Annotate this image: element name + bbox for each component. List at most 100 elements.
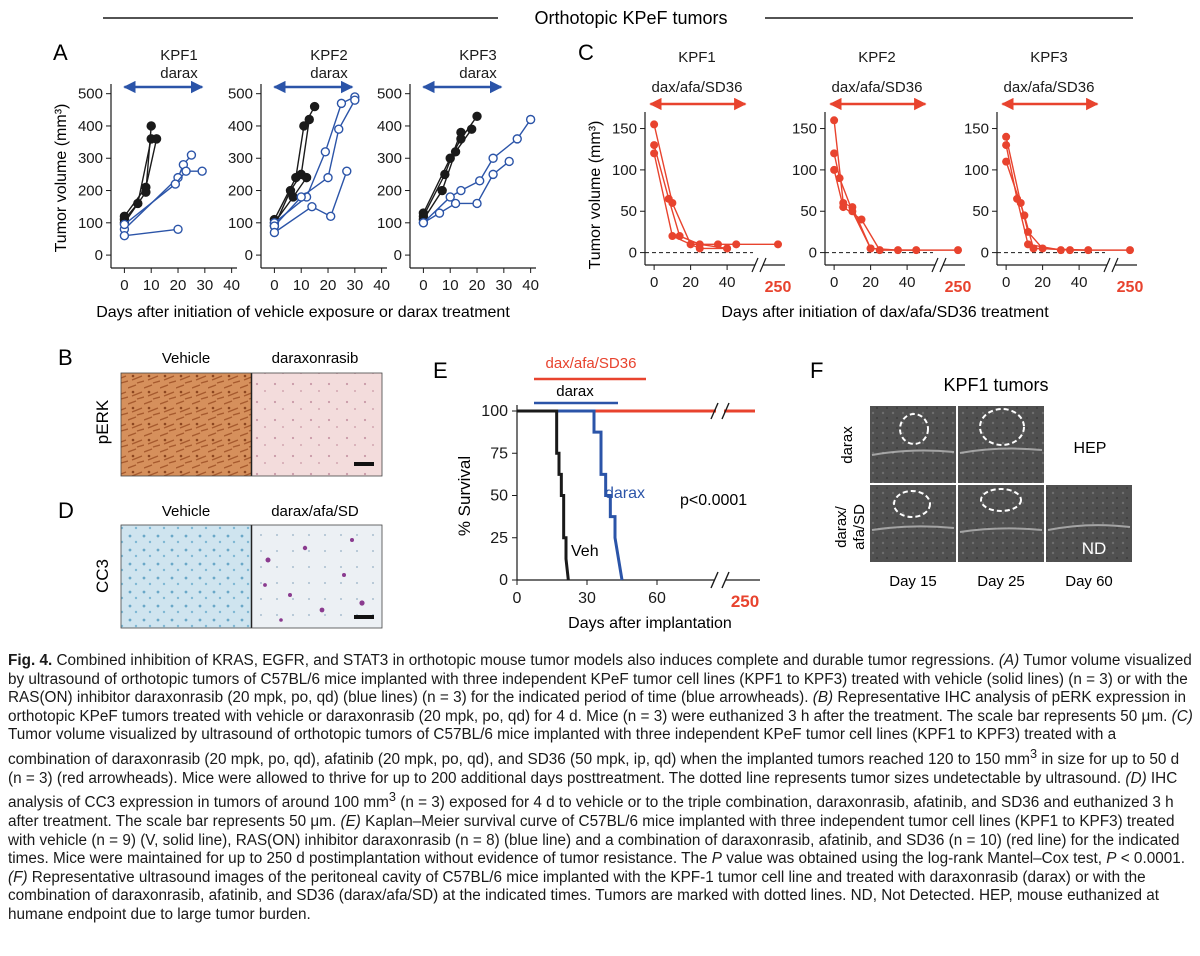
panelC-ytick-label: 0 bbox=[629, 245, 637, 262]
panelC-xtick-label: 0 bbox=[830, 274, 838, 291]
caption-b-text: Representative IHC analysis of pERK expr… bbox=[8, 689, 1187, 725]
panelA-point-vehicle bbox=[437, 185, 447, 196]
panelF-row2b: afa/SD bbox=[851, 504, 868, 550]
panelA-point-darax bbox=[119, 219, 130, 230]
panelC-point-triple bbox=[1024, 240, 1033, 249]
panelA-ytick-label: 300 bbox=[78, 150, 103, 167]
panelB-col2: daraxonrasib bbox=[272, 350, 359, 367]
panelA-xtick-label: 20 bbox=[469, 277, 486, 294]
panelA-point-darax bbox=[445, 192, 455, 202]
panelC-point-triple bbox=[830, 116, 839, 125]
panelA-ytick-label: 100 bbox=[228, 215, 253, 232]
panelD-col2: darax/afa/SD bbox=[271, 503, 359, 520]
panelE-series-veh bbox=[517, 409, 570, 581]
panelE-bar-triple-label: dax/afa/SD36 bbox=[546, 355, 637, 372]
panelA-series-darax bbox=[123, 170, 203, 225]
panelC-point-triple bbox=[1056, 246, 1065, 255]
scale-bar-b bbox=[354, 462, 374, 466]
caption-e-text-b: value was obtained using the log-rank Ma… bbox=[721, 850, 1107, 868]
panelA-point-vehicle bbox=[119, 211, 130, 222]
panelA-ytick-label: 0 bbox=[245, 247, 253, 264]
ihc-cc3-vehicle bbox=[121, 525, 251, 628]
panelC-ytick-label: 50 bbox=[972, 203, 989, 220]
panelA-point-darax bbox=[307, 201, 317, 212]
panelA-ytick-label: 500 bbox=[78, 86, 103, 103]
panelC-axis-break bbox=[1111, 257, 1119, 273]
caption-e-text-a: Kaplan–Meier survival curve of C57BL/6 m… bbox=[8, 812, 1180, 868]
panelC-point-triple bbox=[1126, 246, 1134, 255]
panelA-point-vehicle bbox=[466, 124, 477, 134]
ihc-cc3-frame bbox=[120, 524, 383, 629]
panelC-point-triple bbox=[1002, 141, 1011, 150]
figure-caption: Fig. 4. Combined inhibition of KRAS, EGF… bbox=[8, 652, 1194, 925]
panelA-point-darax bbox=[504, 156, 514, 167]
panelF-row1: darax bbox=[839, 426, 856, 464]
panelA-point-darax bbox=[334, 124, 344, 134]
panelA-treatment-label: darax bbox=[310, 65, 348, 82]
panelC-point-triple bbox=[954, 246, 962, 255]
panelA-xtick-label: 0 bbox=[270, 277, 278, 294]
panelA-ytick-label: 400 bbox=[78, 118, 103, 135]
panelE-line-break bbox=[710, 402, 719, 420]
panelA-point-darax bbox=[320, 147, 331, 157]
panelC-series-triple bbox=[833, 169, 917, 251]
panelD-col1: Vehicle bbox=[162, 503, 210, 520]
panelE-axis-break bbox=[721, 571, 730, 589]
panelC-series-triple bbox=[653, 144, 728, 250]
panelC-xbreak-label: 250 bbox=[1117, 279, 1144, 296]
panelC-xlabel: Days after initiation of dax/afa/SD36 tr… bbox=[721, 304, 1049, 321]
ihc-cc3-darax-afa-sd bbox=[252, 525, 382, 628]
panelA-point-vehicle bbox=[309, 101, 320, 112]
panelC-axis-break bbox=[751, 257, 759, 273]
panelE-ytick-label: 25 bbox=[490, 530, 508, 547]
panelC-xtick-label: 0 bbox=[1002, 274, 1010, 291]
panelA-point-darax bbox=[350, 95, 360, 105]
panelA-xtick-label: 10 bbox=[442, 277, 459, 294]
panelA-series-darax bbox=[274, 170, 348, 234]
caption-f-label: (F) bbox=[8, 868, 28, 886]
panelE-xtick-label: 30 bbox=[578, 590, 596, 607]
caption-f-text: Representative ultrasound images of the … bbox=[8, 868, 1159, 923]
panelA-point-darax bbox=[170, 179, 181, 189]
panelF-nd: ND bbox=[1082, 539, 1107, 558]
panelB-letter: B bbox=[58, 345, 73, 370]
panelA-xtick-label: 40 bbox=[522, 277, 539, 294]
panelA-ytick-label: 0 bbox=[95, 247, 103, 264]
panelA-ylabel: Tumor volume (mm³) bbox=[53, 104, 70, 253]
panelD-row-label: CC3 bbox=[93, 559, 112, 593]
panelF-day25: Day 25 bbox=[977, 573, 1025, 590]
panelE-ytick-label: 75 bbox=[490, 445, 508, 462]
panelC-subplot-title: KPF2 bbox=[858, 49, 896, 66]
panelF-title: KPF1 tumors bbox=[943, 375, 1048, 395]
panelC-xtick-label: 40 bbox=[1071, 274, 1088, 291]
panelC-axis-break bbox=[1103, 257, 1111, 273]
panelA-ytick-label: 200 bbox=[78, 183, 103, 200]
panelC-ytick-label: 100 bbox=[964, 162, 989, 179]
panelA-xtick-label: 40 bbox=[223, 277, 240, 294]
panelC-ylabel: Tumor volume (mm³) bbox=[587, 121, 604, 270]
panelA-xtick-label: 40 bbox=[373, 277, 390, 294]
panelC-xbreak-label: 250 bbox=[765, 279, 792, 296]
panelA-subplot-title: KPF2 bbox=[310, 47, 348, 64]
caption-c-sup: 3 bbox=[1030, 745, 1038, 761]
header-title: Orthotopic KPeF tumors bbox=[534, 8, 727, 28]
panelC-ytick-label: 150 bbox=[964, 121, 989, 138]
panelA-point-vehicle bbox=[133, 198, 143, 209]
panelA-xtick-label: 20 bbox=[320, 277, 337, 294]
panelA-xlabel: Days after initiation of vehicle exposur… bbox=[96, 304, 510, 321]
tumor-outlines bbox=[893, 408, 1025, 518]
panelF-day60: Day 60 bbox=[1065, 573, 1113, 590]
panelC-subplot-title: KPF1 bbox=[678, 49, 716, 66]
panelC-point-triple bbox=[1020, 211, 1029, 220]
panelA-ytick-label: 500 bbox=[228, 86, 253, 103]
panelA-treatment-label: darax bbox=[459, 65, 497, 82]
panelC-point-triple bbox=[650, 149, 659, 158]
caption-c-text-a: Tumor volume visualized by ultrasound of… bbox=[8, 726, 1117, 769]
panelA-point-darax bbox=[336, 98, 347, 109]
panelC-point-triple bbox=[848, 207, 857, 216]
caption-d-label: (D) bbox=[1125, 769, 1147, 787]
panelE-plot: 0 25 50 75 100 0 30 60 250 bbox=[481, 402, 760, 611]
panelA-point-vehicle bbox=[146, 121, 156, 131]
panelC-ytick-label: 150 bbox=[792, 121, 817, 138]
